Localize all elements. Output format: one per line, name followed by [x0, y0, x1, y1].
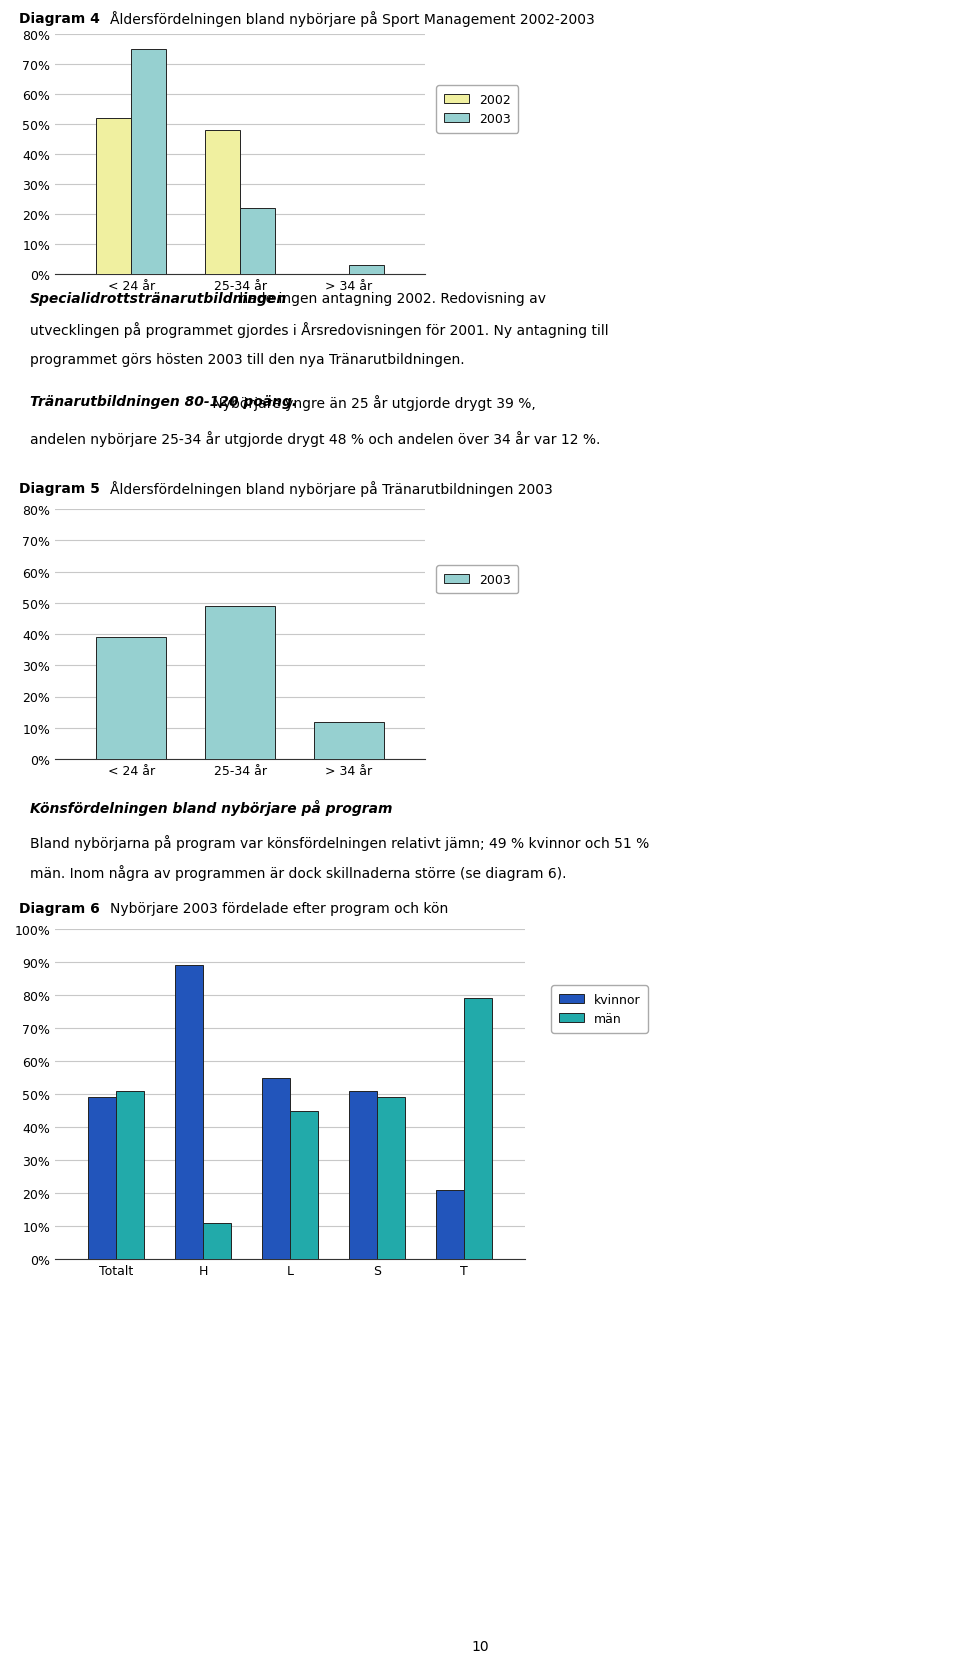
Text: män. Inom några av programmen är dock skillnaderna större (se diagram 6).: män. Inom några av programmen är dock sk… — [30, 865, 566, 880]
Text: Diagram 5: Diagram 5 — [19, 481, 100, 496]
Text: Nybörjare yngre än 25 år utgjorde drygt 39 %,: Nybörjare yngre än 25 år utgjorde drygt … — [208, 394, 536, 411]
Legend: 2003: 2003 — [436, 566, 518, 594]
Bar — [205, 606, 275, 759]
Bar — [132, 50, 166, 275]
Bar — [116, 1092, 144, 1260]
Bar — [436, 1190, 464, 1260]
Text: Tränarutbildningen 80-120 poäng.: Tränarutbildningen 80-120 poäng. — [30, 394, 298, 409]
Text: Nybörjare 2003 fördelade efter program och kön: Nybörjare 2003 fördelade efter program o… — [110, 902, 448, 915]
Text: Åldersfördelningen bland nybörjare på Tränarutbildningen 2003: Åldersfördelningen bland nybörjare på Tr… — [110, 481, 553, 496]
Legend: 2002, 2003: 2002, 2003 — [436, 87, 518, 133]
Text: Diagram 6: Diagram 6 — [19, 902, 100, 915]
Bar — [96, 118, 132, 275]
Bar — [348, 266, 384, 275]
Text: 10: 10 — [471, 1639, 489, 1654]
Text: utvecklingen på programmet gjordes i Årsredovisningen för 2001. Ny antagning til: utvecklingen på programmet gjordes i Års… — [30, 323, 609, 338]
Bar — [240, 210, 275, 275]
Text: Bland nybörjarna på program var könsfördelningen relativt jämn; 49 % kvinnor och: Bland nybörjarna på program var könsförd… — [30, 835, 649, 850]
Bar — [314, 722, 384, 759]
Bar — [349, 1092, 377, 1260]
Text: Diagram 4: Diagram 4 — [19, 12, 100, 27]
Text: andelen nybörjare 25-34 år utgjorde drygt 48 % och andelen över 34 år var 12 %.: andelen nybörjare 25-34 år utgjorde dryg… — [30, 431, 600, 446]
Bar — [88, 1098, 116, 1260]
Text: Åldersfördelningen bland nybörjare på Sport Management 2002-2003: Åldersfördelningen bland nybörjare på Sp… — [110, 12, 595, 27]
Bar — [205, 131, 240, 275]
Bar — [464, 998, 492, 1260]
Bar — [175, 965, 203, 1260]
Text: Könsfördelningen bland nybörjare på program: Könsfördelningen bland nybörjare på prog… — [30, 799, 393, 815]
Bar — [203, 1223, 230, 1260]
Text: hade ingen antagning 2002. Redovisning av: hade ingen antagning 2002. Redovisning a… — [235, 291, 546, 306]
Bar — [377, 1098, 405, 1260]
Text: Specialidrottstränarutbildningen: Specialidrottstränarutbildningen — [30, 291, 287, 306]
Bar — [290, 1112, 318, 1260]
Text: programmet görs hösten 2003 till den nya Tränarutbildningen.: programmet görs hösten 2003 till den nya… — [30, 353, 465, 366]
Bar — [262, 1078, 290, 1260]
Legend: kvinnor, män: kvinnor, män — [551, 985, 648, 1033]
Bar — [96, 637, 166, 759]
